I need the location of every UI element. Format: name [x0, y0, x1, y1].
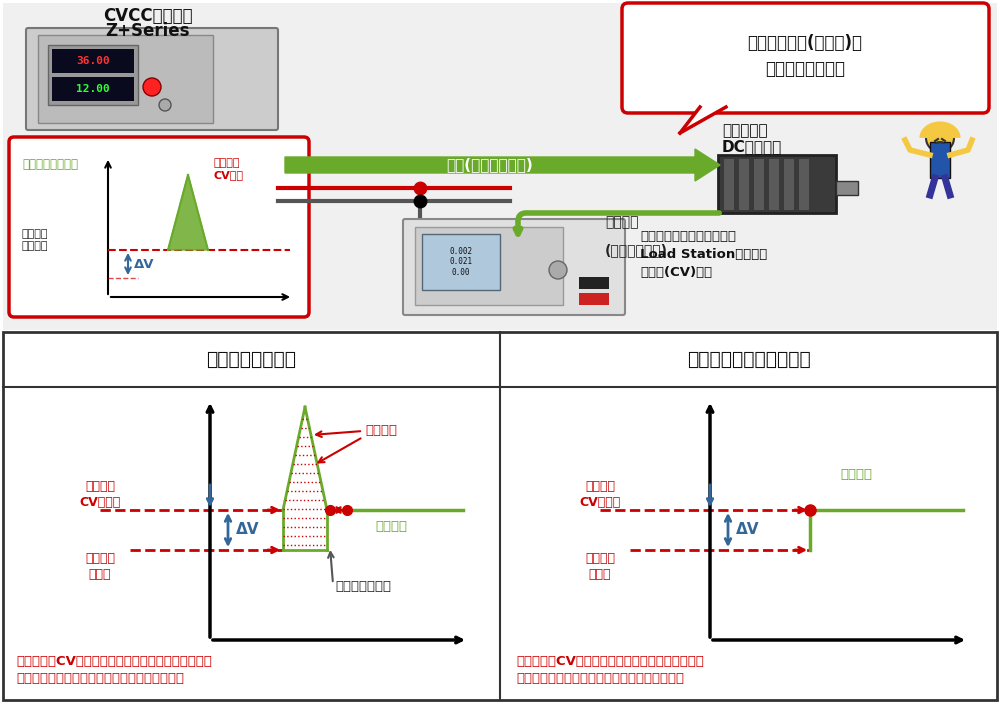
Circle shape — [143, 78, 161, 96]
Text: Z+Series: Z+Series — [106, 22, 190, 40]
Text: 出力電圧: 出力電圧 — [840, 469, 872, 482]
Text: 電子負荷
CV設定: 電子負荷 CV設定 — [213, 158, 243, 180]
Polygon shape — [285, 149, 720, 181]
Text: 電子負荷
CV設定値: 電子負荷 CV設定値 — [579, 479, 621, 508]
Text: ハイエンド多機能電子負荷: ハイエンド多機能電子負荷 — [640, 231, 736, 243]
Bar — [415, 227, 563, 305]
Text: (制動時の回生): (制動時の回生) — [605, 243, 668, 257]
Polygon shape — [168, 175, 208, 250]
Bar — [798, 158, 809, 210]
Text: 直流電源
設定値: 直流電源 設定値 — [585, 551, 615, 580]
Circle shape — [926, 124, 954, 152]
Text: 電子負荷のCVモードが追い付き、逆起電力が発生
さず抑制が可能。直流電源を故障せず試験可能: 電子負荷のCVモードが追い付き、逆起電力が発生 さず抑制が可能。直流電源を故障せ… — [516, 655, 704, 685]
Bar — [924, 133, 956, 137]
Bar — [38, 35, 213, 123]
Text: 高速応答電子負荷の場合: 高速応答電子負荷の場合 — [687, 350, 811, 369]
Text: ΔV: ΔV — [736, 522, 760, 537]
Bar — [723, 158, 734, 210]
Bar — [783, 158, 794, 210]
FancyBboxPatch shape — [622, 3, 989, 113]
Text: 回転が止まる(制動時)際
に逆起電力が発生: 回転が止まる(制動時)際 に逆起電力が発生 — [748, 34, 862, 78]
Text: 制動時の逆起電力: 制動時の逆起電力 — [22, 159, 78, 171]
Bar — [52, 49, 134, 73]
Text: 電子負荷のCVモードが追い付かず、逆起電力が発生
し直流電源側に電力が戻り故障させる可能性大: 電子負荷のCVモードが追い付かず、逆起電力が発生 し直流電源側に電力が戻り故障さ… — [16, 655, 212, 685]
Bar — [738, 158, 749, 210]
Text: ΔV: ΔV — [134, 257, 154, 271]
Text: 応答遅れが発生: 応答遅れが発生 — [335, 580, 391, 594]
Bar — [768, 158, 779, 210]
Bar — [579, 277, 609, 289]
Circle shape — [159, 99, 171, 111]
Polygon shape — [680, 107, 726, 133]
Bar — [930, 142, 950, 178]
FancyBboxPatch shape — [403, 219, 625, 315]
Bar — [579, 293, 609, 305]
Text: DCモーター: DCモーター — [722, 140, 782, 154]
Text: 力行(モーター回転): 力行(モーター回転) — [447, 157, 533, 173]
Bar — [48, 45, 138, 105]
Text: CVCC直流電源: CVCC直流電源 — [103, 7, 193, 25]
Text: ΔV: ΔV — [236, 522, 260, 537]
Text: Load Stationシリーズ: Load Stationシリーズ — [640, 248, 767, 262]
Bar — [718, 155, 836, 213]
Bar — [836, 181, 858, 195]
Bar — [52, 77, 134, 101]
Text: 電子負荷
CV設定値: 電子負荷 CV設定値 — [79, 479, 121, 508]
Bar — [422, 234, 500, 290]
Text: 12.00: 12.00 — [76, 84, 110, 94]
Text: 0.002
0.021
0.00: 0.002 0.021 0.00 — [449, 247, 473, 277]
FancyBboxPatch shape — [26, 28, 278, 130]
Bar — [3, 3, 997, 330]
Bar — [3, 332, 997, 700]
Text: 逆起電力: 逆起電力 — [365, 424, 397, 436]
Circle shape — [549, 261, 567, 279]
Text: 直流電源
出力電圧: 直流電源 出力電圧 — [22, 229, 48, 251]
Text: 直流電源
設定値: 直流電源 設定値 — [85, 551, 115, 580]
FancyBboxPatch shape — [9, 137, 309, 317]
Text: 出力電圧: 出力電圧 — [375, 520, 407, 534]
Bar — [753, 158, 764, 210]
Text: 逆起電力: 逆起電力 — [605, 215, 639, 229]
Text: 36.00: 36.00 — [76, 56, 110, 66]
Text: 一般的な電子負荷: 一般的な電子負荷 — [206, 350, 296, 369]
Text: 定電圧(CV)制御: 定電圧(CV)制御 — [640, 266, 712, 278]
Text: 回生可能な: 回生可能な — [722, 123, 768, 138]
